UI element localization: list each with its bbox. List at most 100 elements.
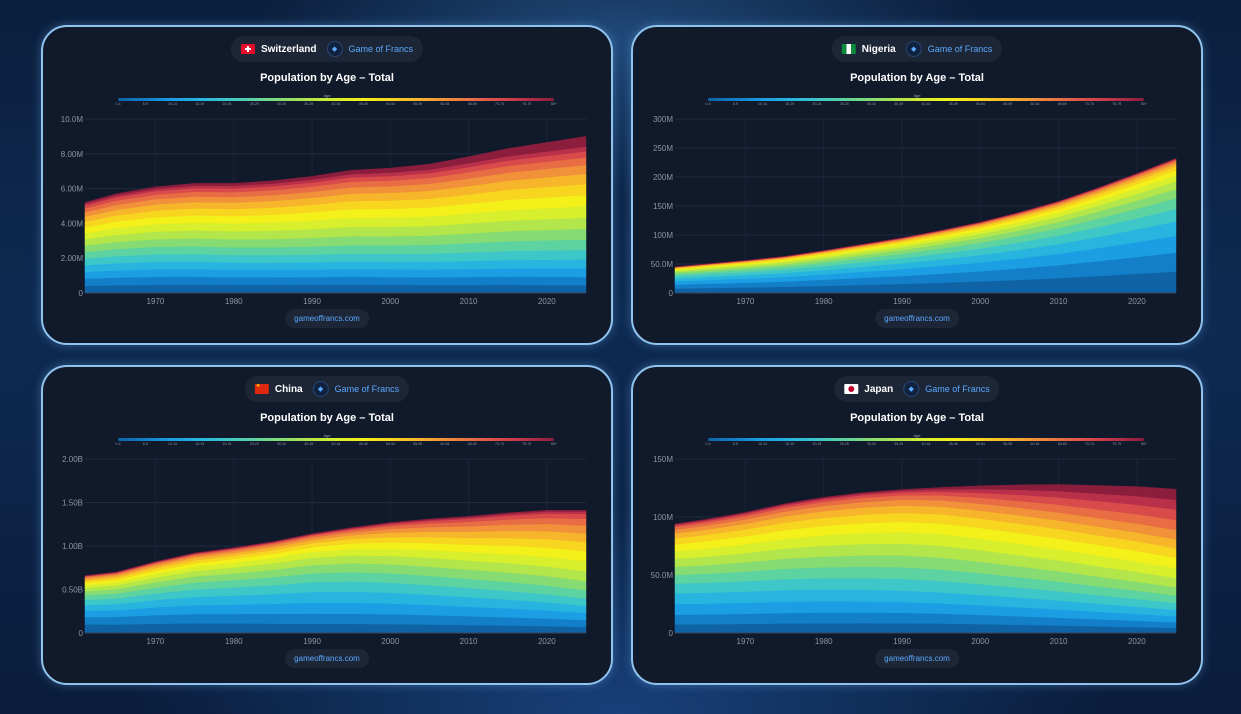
legend-age-label: 65-69 [467,102,477,106]
legend-age-label: 80+ [1141,102,1147,106]
y-tick-label: 2.00B [62,455,83,464]
legend-age-label: 50-54 [976,102,985,106]
legend-age-label: 55-59 [413,442,423,446]
x-tick-label: 1970 [737,297,755,306]
legend-age-label: 10-14 [758,102,767,106]
y-tick-label: 50.0M [651,260,674,269]
x-tick-label: 2010 [460,637,478,646]
brand-label[interactable]: Game of Francs [348,44,414,54]
y-tick-label: 150M [653,455,673,464]
legend-age-label: 65-69 [1057,102,1067,106]
country-name: China [274,383,303,395]
legend-age-label: 5-9 [142,102,148,106]
footer-link[interactable]: gameoffrancs.com [875,309,959,328]
y-tick-label: 2.00M [61,254,84,263]
x-tick-label: 1980 [815,637,833,646]
y-tick-label: 100M [653,513,673,522]
x-tick-label: 2000 [971,297,989,306]
legend-age-label: 40-44 [331,442,341,446]
legend-age-label: 35-39 [304,102,314,106]
legend-age-label: 55-59 [1003,442,1013,446]
japan-flag-icon [844,384,859,394]
y-tick-label: 0 [669,629,674,638]
legend-age-label: 20-24 [812,442,822,446]
y-tick-label: 0 [669,289,674,298]
population-area-chart: 0 50.0M 100M 150M 1970 1980 1990 2000 2010 2020 [651,455,1177,646]
legend-age-label: 40-44 [331,102,341,106]
legend-age-label: 25-29 [839,102,849,106]
legend-age-label: 35-39 [304,442,314,446]
brand-label[interactable]: Game of Francs [927,44,993,54]
brand-label[interactable]: Game of Francs [925,384,990,394]
x-tick-label: 2010 [460,297,478,306]
x-tick-label: 1990 [303,637,321,646]
country-name: Switzerland [260,43,317,55]
x-tick-label: 1970 [737,637,755,646]
nigeria-flag-icon [841,44,856,54]
x-tick-label: 2000 [971,637,989,646]
y-tick-label: 200M [653,173,673,182]
y-tick-label: 150M [653,202,673,211]
legend-age-label: 60-64 [1030,442,1040,446]
legend-age-label: 45-49 [358,102,368,106]
legend-age-label: 10-14 [168,442,177,446]
legend-age-label: 50-54 [976,442,985,446]
legend-age-label: 60-64 [440,442,450,446]
footer-link[interactable]: gameoffrancs.com [285,649,369,668]
legend-age-label: 50-54 [386,442,395,446]
legend-age-label: 30-34 [867,442,876,446]
legend-age-label: 15-19 [195,442,205,446]
legend-age-label: 50-54 [386,102,395,106]
legend-age-label: 30-34 [277,102,286,106]
y-tick-label: 1.00B [62,542,83,551]
legend-title: Age [913,93,921,98]
y-tick-label: 1.50B [62,499,83,508]
legend-title: Age [323,93,331,98]
population-area-chart: 0 2.00M 4.00M 6.00M 8.00M 10.0M 1970 1980 1990 20… [61,115,587,306]
age-legend-labels: 0-4 5-9 10-14 15-19 20-24 25-29 30-34 35-39 40-4… [705,442,1147,448]
y-tick-label: 0 [79,629,84,638]
legend-age-label: 10-14 [168,102,177,106]
area-series-age-80+ [84,136,587,205]
legend-age-label: 0-4 [705,102,711,106]
chart-card-switzerland: Switzerland ◆ Game of Francs Population … [41,25,613,345]
age-legend-bar [118,98,554,101]
legend-age-label: 70-74 [1085,442,1094,446]
age-legend-labels: 0-4 5-9 10-14 15-19 20-24 25-29 30-34 35-39 40-4… [115,102,557,108]
chart-card-nigeria: Nigeria ◆ Game of Francs Population by A… [631,25,1203,345]
x-tick-label: 2020 [1128,637,1146,646]
area-series-age-80+ [84,510,587,577]
age-legend-bar [708,98,1144,101]
footer-link[interactable]: gameoffrancs.com [875,649,959,668]
legend-age-label: 35-39 [894,102,904,106]
legend-age-label: 45-49 [358,442,368,446]
legend-age-label: 65-69 [1057,442,1067,446]
country-pill[interactable]: ★ China ◆ Game of Francs [244,376,410,402]
legend-age-label: 80+ [551,442,557,446]
footer-link[interactable]: gameoffrancs.com [285,309,369,328]
legend-age-label: 75-79 [522,442,532,446]
x-tick-label: 1970 [147,297,165,306]
legend-age-label: 75-79 [1112,442,1122,446]
legend-age-label: 40-44 [921,102,931,106]
y-tick-label: 0 [79,289,84,298]
brand-label[interactable]: Game of Francs [334,384,400,394]
country-pill[interactable]: Nigeria ◆ Game of Francs [831,36,1003,62]
population-area-chart: 0 50.0M 100M 150M 200M 250M 300M 1970 1980 1990 20… [651,115,1177,306]
country-pill[interactable]: Switzerland ◆ Game of Francs [230,36,424,62]
area-series-age-0-4 [84,284,587,294]
x-tick-label: 2020 [1128,297,1146,306]
brand-logo-icon: ◆ [326,41,343,57]
country-name: Japan [864,383,894,395]
switzerland-flag-icon [240,44,255,54]
x-tick-label: 1980 [225,637,243,646]
legend-age-label: 70-74 [1085,102,1094,106]
country-pill[interactable]: Japan ◆ Game of Francs [834,376,1000,402]
chart-card-japan: Japan ◆ Game of Francs Population by Age… [631,365,1203,685]
legend-title: Age [913,433,921,438]
chart-title: Population by Age – Total [260,72,394,84]
x-tick-label: 1980 [225,297,243,306]
brand-logo-icon: ◆ [903,381,920,397]
legend-age-label: 55-59 [1003,102,1013,106]
legend-age-label: 45-49 [948,102,958,106]
